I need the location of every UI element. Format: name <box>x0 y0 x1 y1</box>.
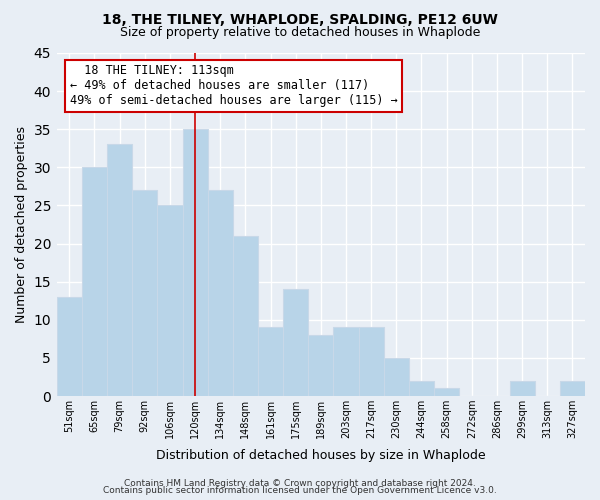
Bar <box>308 335 334 396</box>
Text: 18, THE TILNEY, WHAPLODE, SPALDING, PE12 6UW: 18, THE TILNEY, WHAPLODE, SPALDING, PE12… <box>102 12 498 26</box>
Bar <box>359 328 384 396</box>
Bar <box>434 388 459 396</box>
Bar <box>157 206 182 396</box>
Bar <box>57 297 82 396</box>
Bar <box>107 144 132 396</box>
Bar <box>132 190 157 396</box>
Bar <box>283 290 308 396</box>
Text: Size of property relative to detached houses in Whaplode: Size of property relative to detached ho… <box>120 26 480 39</box>
Bar <box>208 190 233 396</box>
Bar <box>384 358 409 396</box>
Bar <box>82 168 107 396</box>
Bar <box>233 236 258 396</box>
Y-axis label: Number of detached properties: Number of detached properties <box>15 126 28 323</box>
Bar <box>409 381 434 396</box>
Text: Contains HM Land Registry data © Crown copyright and database right 2024.: Contains HM Land Registry data © Crown c… <box>124 478 476 488</box>
Bar <box>560 381 585 396</box>
Bar <box>509 381 535 396</box>
X-axis label: Distribution of detached houses by size in Whaplode: Distribution of detached houses by size … <box>156 450 485 462</box>
Text: Contains public sector information licensed under the Open Government Licence v3: Contains public sector information licen… <box>103 486 497 495</box>
Bar <box>334 328 359 396</box>
Text: 18 THE TILNEY: 113sqm  
← 49% of detached houses are smaller (117)
49% of semi-d: 18 THE TILNEY: 113sqm ← 49% of detached … <box>70 64 398 108</box>
Bar <box>182 129 208 396</box>
Bar <box>258 328 283 396</box>
